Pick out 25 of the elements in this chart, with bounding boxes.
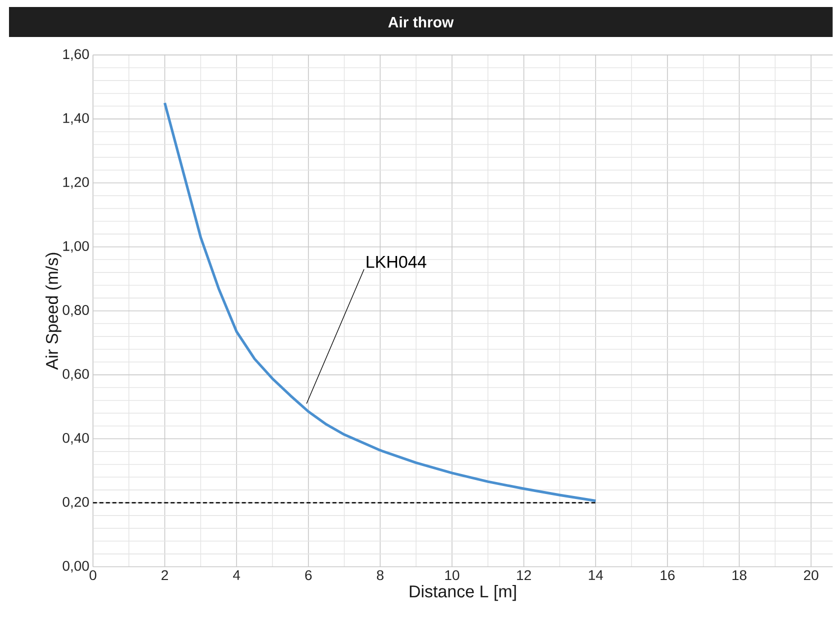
y-tick-label: 1,00 xyxy=(63,241,89,253)
x-tick-label: 6 xyxy=(305,570,312,580)
x-tick-label: 12 xyxy=(517,570,531,580)
x-tick-label: 2 xyxy=(162,570,168,580)
y-tick-label: 0,60 xyxy=(62,369,89,381)
y-tick-label: 0,20 xyxy=(62,497,89,509)
y-tick-label: 1,20 xyxy=(63,177,89,189)
y-tick-label: 1,40 xyxy=(63,113,89,125)
x-tick-label: 10 xyxy=(445,570,460,580)
y-tick-label: 1,60 xyxy=(63,49,89,61)
y-axis-title: Air Speed (m/s) xyxy=(46,253,62,370)
annotation: LKH044 xyxy=(366,256,426,268)
x-tick-label: 16 xyxy=(660,570,675,580)
x-tick-label: 20 xyxy=(804,570,818,580)
x-tick-label: 0 xyxy=(90,570,96,580)
x-tick-label: 4 xyxy=(233,570,240,580)
chart-title: Air throw xyxy=(388,16,454,28)
x-tick-label: 18 xyxy=(732,570,746,580)
x-axis-title: Distance L [m] xyxy=(410,585,516,601)
y-tick-label: 0,80 xyxy=(62,305,89,317)
line-series xyxy=(163,102,597,502)
y-tick-label: 0,00 xyxy=(62,561,89,573)
y-tick-label: 0,40 xyxy=(62,433,89,445)
x-tick-label: 8 xyxy=(376,570,384,580)
x-tick-label: 14 xyxy=(588,570,603,580)
